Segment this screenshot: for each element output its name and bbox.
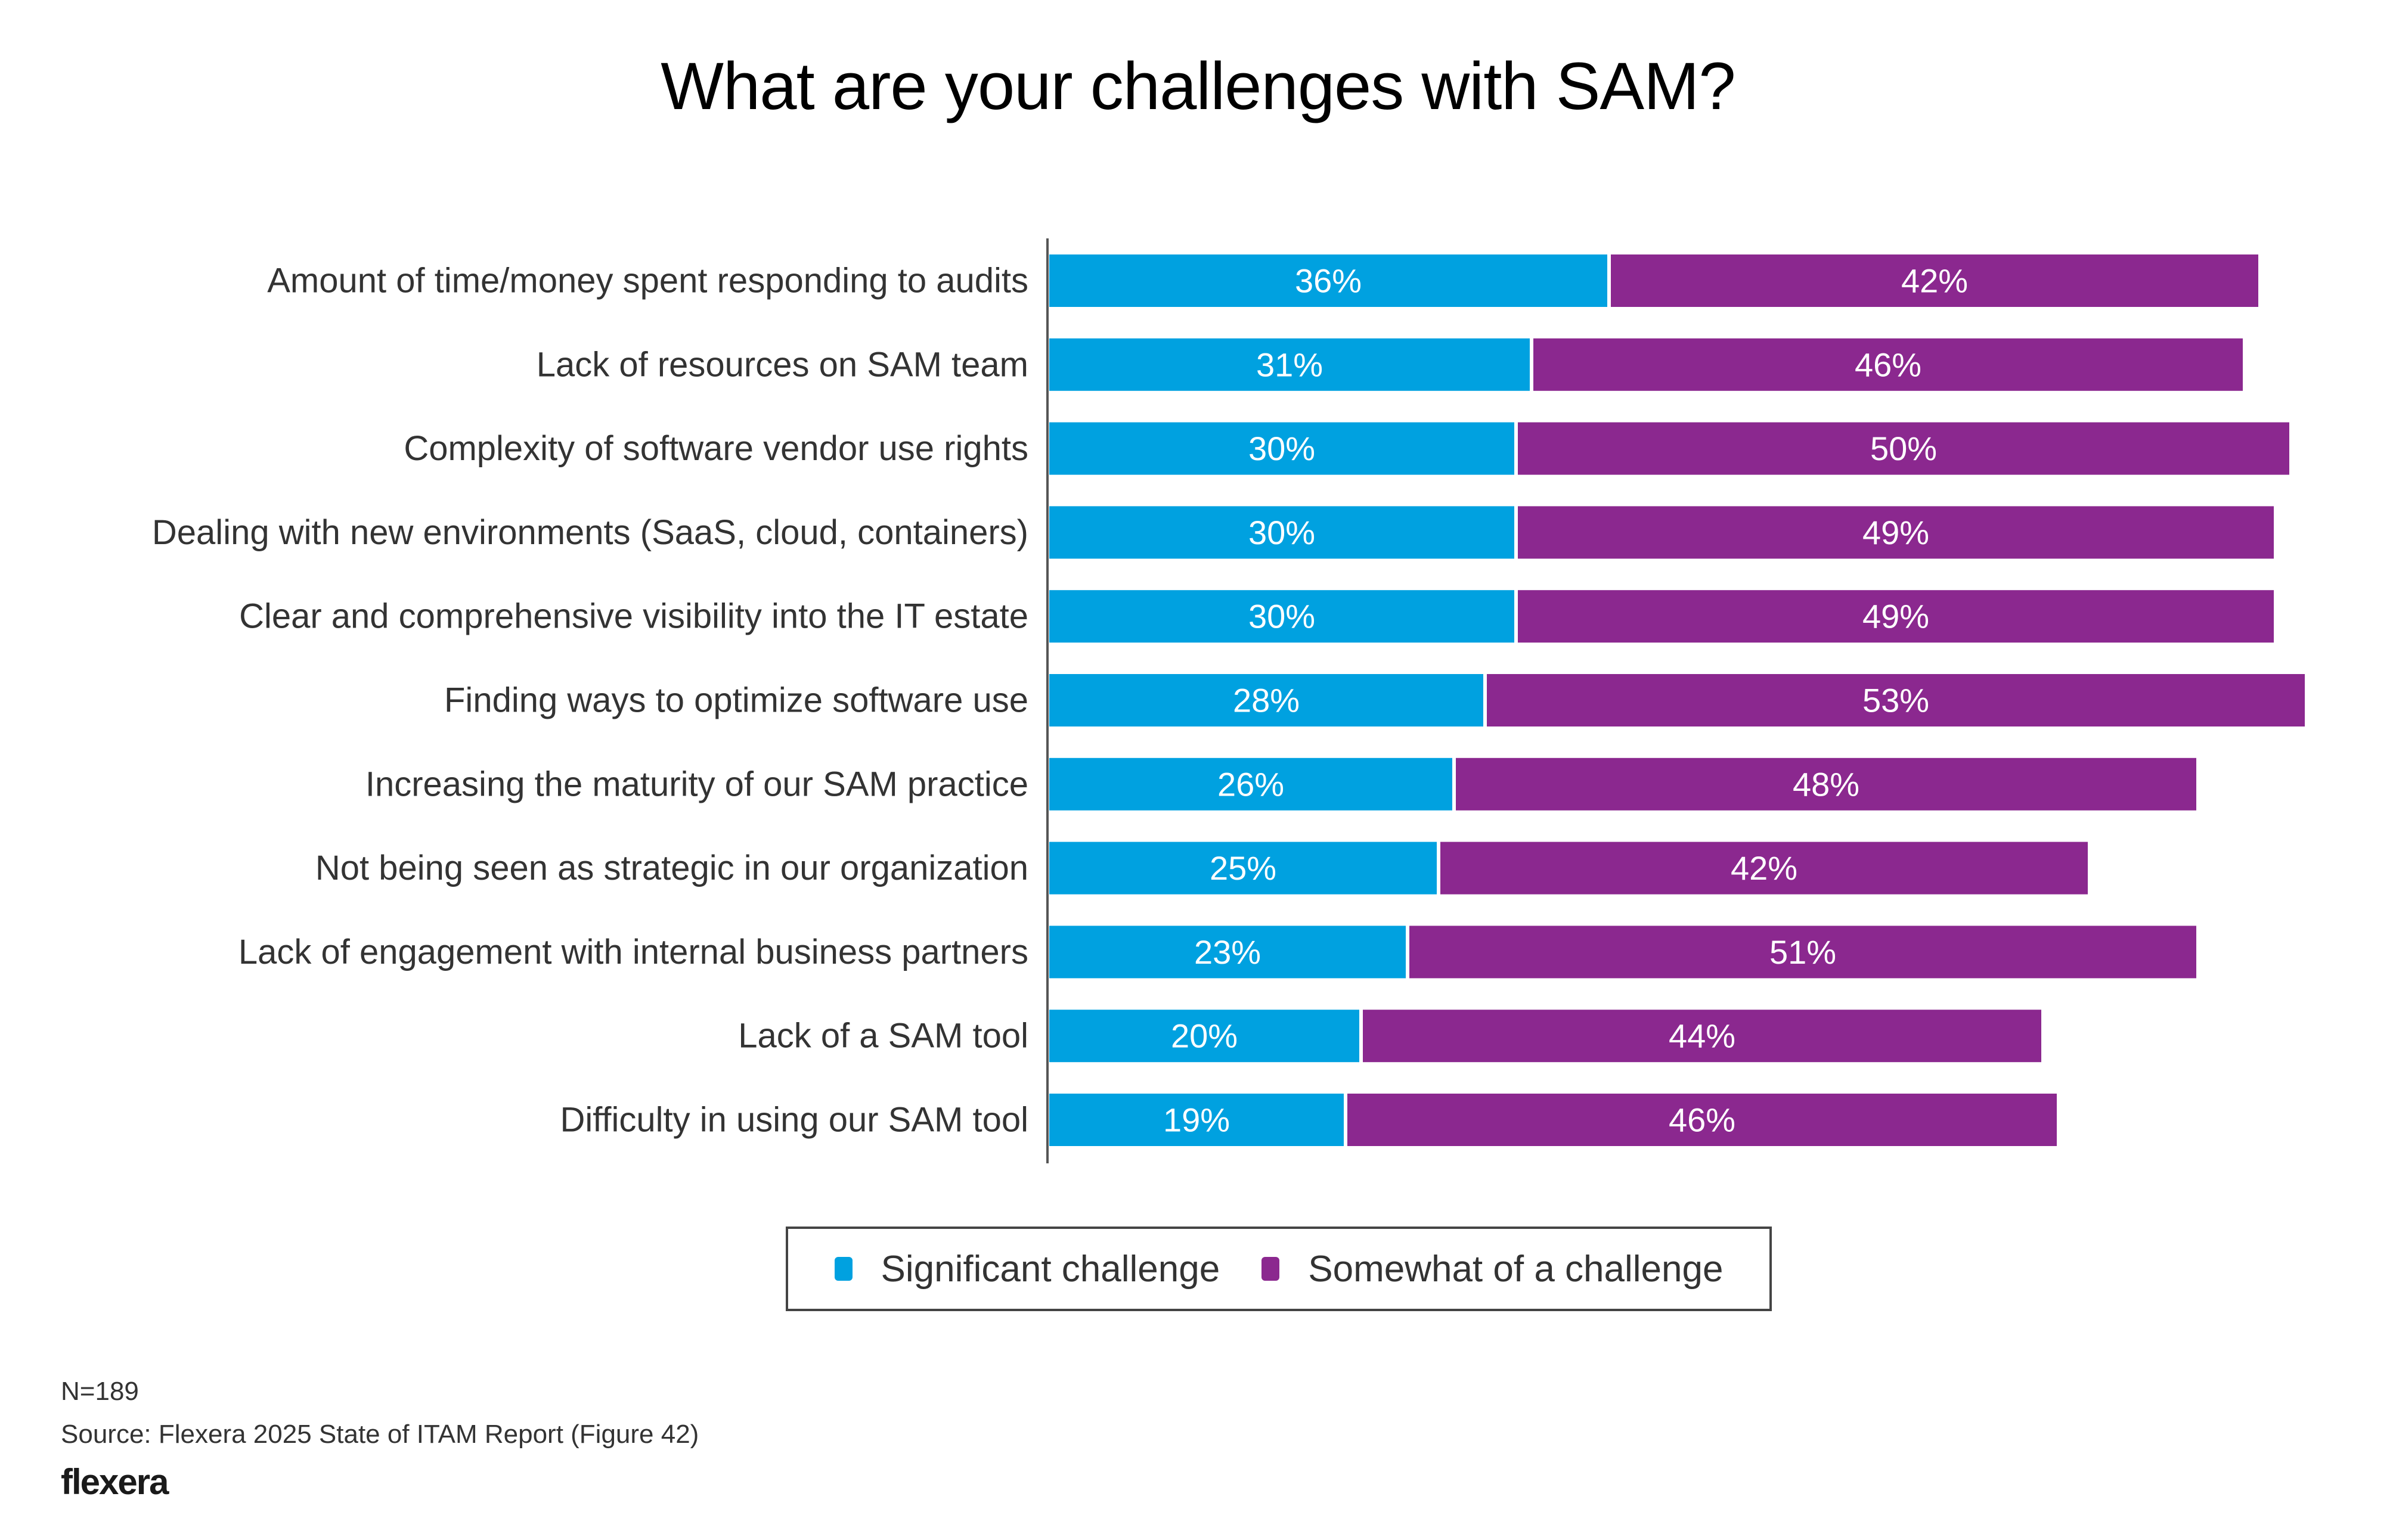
data-label: 31% [1256,346,1323,383]
category-labels: Amount of time/money spent responding to… [152,262,1028,1140]
source-note: Source: Flexera 2025 State of ITAM Repor… [61,1420,699,1449]
legend-swatch-somewhat [1261,1257,1280,1281]
data-label: 42% [1901,262,1968,300]
bar-somewhat [1611,254,2258,307]
bar-significant [1049,757,1452,811]
data-label: 51% [1769,933,1836,971]
bars: 36% 42% 31% 46% 30% 50% 30% 49% 30% 49% 28% 53% 26% 4… [1049,254,2305,1146]
data-label: 30% [1248,430,1315,467]
category-label: Amount of time/money spent responding to… [267,262,1028,300]
category-label: Not being seen as strategic in our organ… [315,849,1028,887]
sample-size-note: N=189 [61,1377,139,1406]
data-label: 46% [1669,1101,1735,1139]
bar-significant [1049,842,1437,895]
legend: Significant challenge Somewhat of a chal… [786,1227,1772,1311]
bar-significant [1049,254,1607,307]
data-label: 48% [1793,765,1859,803]
data-label: 49% [1862,514,1929,551]
data-label: 26% [1217,765,1284,803]
legend-item-significant: Significant challenge [834,1248,1220,1290]
category-label: Lack of engagement with internal busines… [238,933,1028,971]
bar-somewhat [1363,1010,2041,1063]
bar-significant [1049,1010,1359,1063]
bar-chart: Amount of time/money spent responding to… [152,238,2305,1163]
chart-title: What are your challenges with SAM? [661,49,1735,123]
bar-somewhat [1533,338,2243,391]
bar-somewhat [1487,674,2305,726]
data-label: 23% [1194,933,1261,971]
data-label: 46% [1855,346,1921,383]
data-label: 25% [1210,849,1276,887]
bar-somewhat [1409,926,2196,979]
bar-significant [1049,506,1514,559]
bar-somewhat [1347,1094,2057,1146]
bar-significant [1049,422,1514,475]
bar-somewhat [1518,590,2274,643]
legend-label-significant: Significant challenge [881,1248,1220,1290]
category-label: Dealing with new environments (SaaS, clo… [152,513,1028,552]
bar-somewhat [1518,506,2274,559]
category-label: Finding ways to optimize software use [444,681,1028,720]
data-label: 42% [1731,849,1797,887]
data-label: 28% [1233,682,1300,719]
data-label: 49% [1862,598,1929,635]
data-label: 36% [1295,262,1362,300]
data-label: 30% [1248,598,1315,635]
bar-somewhat [1456,757,2196,811]
bar-significant [1049,1094,1344,1146]
data-label: 44% [1669,1017,1735,1055]
category-label: Complexity of software vendor use rights [404,429,1028,468]
bar-significant [1049,926,1406,979]
data-label: 20% [1171,1017,1238,1055]
data-label: 53% [1862,682,1929,719]
bar-significant [1049,590,1514,643]
bar-significant [1049,674,1483,726]
category-label: Clear and comprehensive visibility into … [239,597,1028,636]
data-label: 50% [1870,430,1937,467]
bar-significant [1049,338,1530,391]
bar-somewhat [1518,422,2289,475]
category-label: Increasing the maturity of our SAM pract… [365,765,1028,803]
data-label: 30% [1248,514,1315,551]
legend-swatch-significant [834,1257,853,1281]
category-label: Lack of a SAM tool [738,1017,1028,1055]
bar-somewhat [1440,842,2088,895]
legend-label-somewhat: Somewhat of a challenge [1308,1248,1724,1290]
legend-item-somewhat: Somewhat of a challenge [1261,1248,1723,1290]
flexera-logo: flexera [61,1462,169,1502]
category-label: Difficulty in using our SAM tool [560,1101,1029,1140]
data-label: 19% [1163,1101,1230,1139]
category-label: Lack of resources on SAM team [537,345,1028,384]
